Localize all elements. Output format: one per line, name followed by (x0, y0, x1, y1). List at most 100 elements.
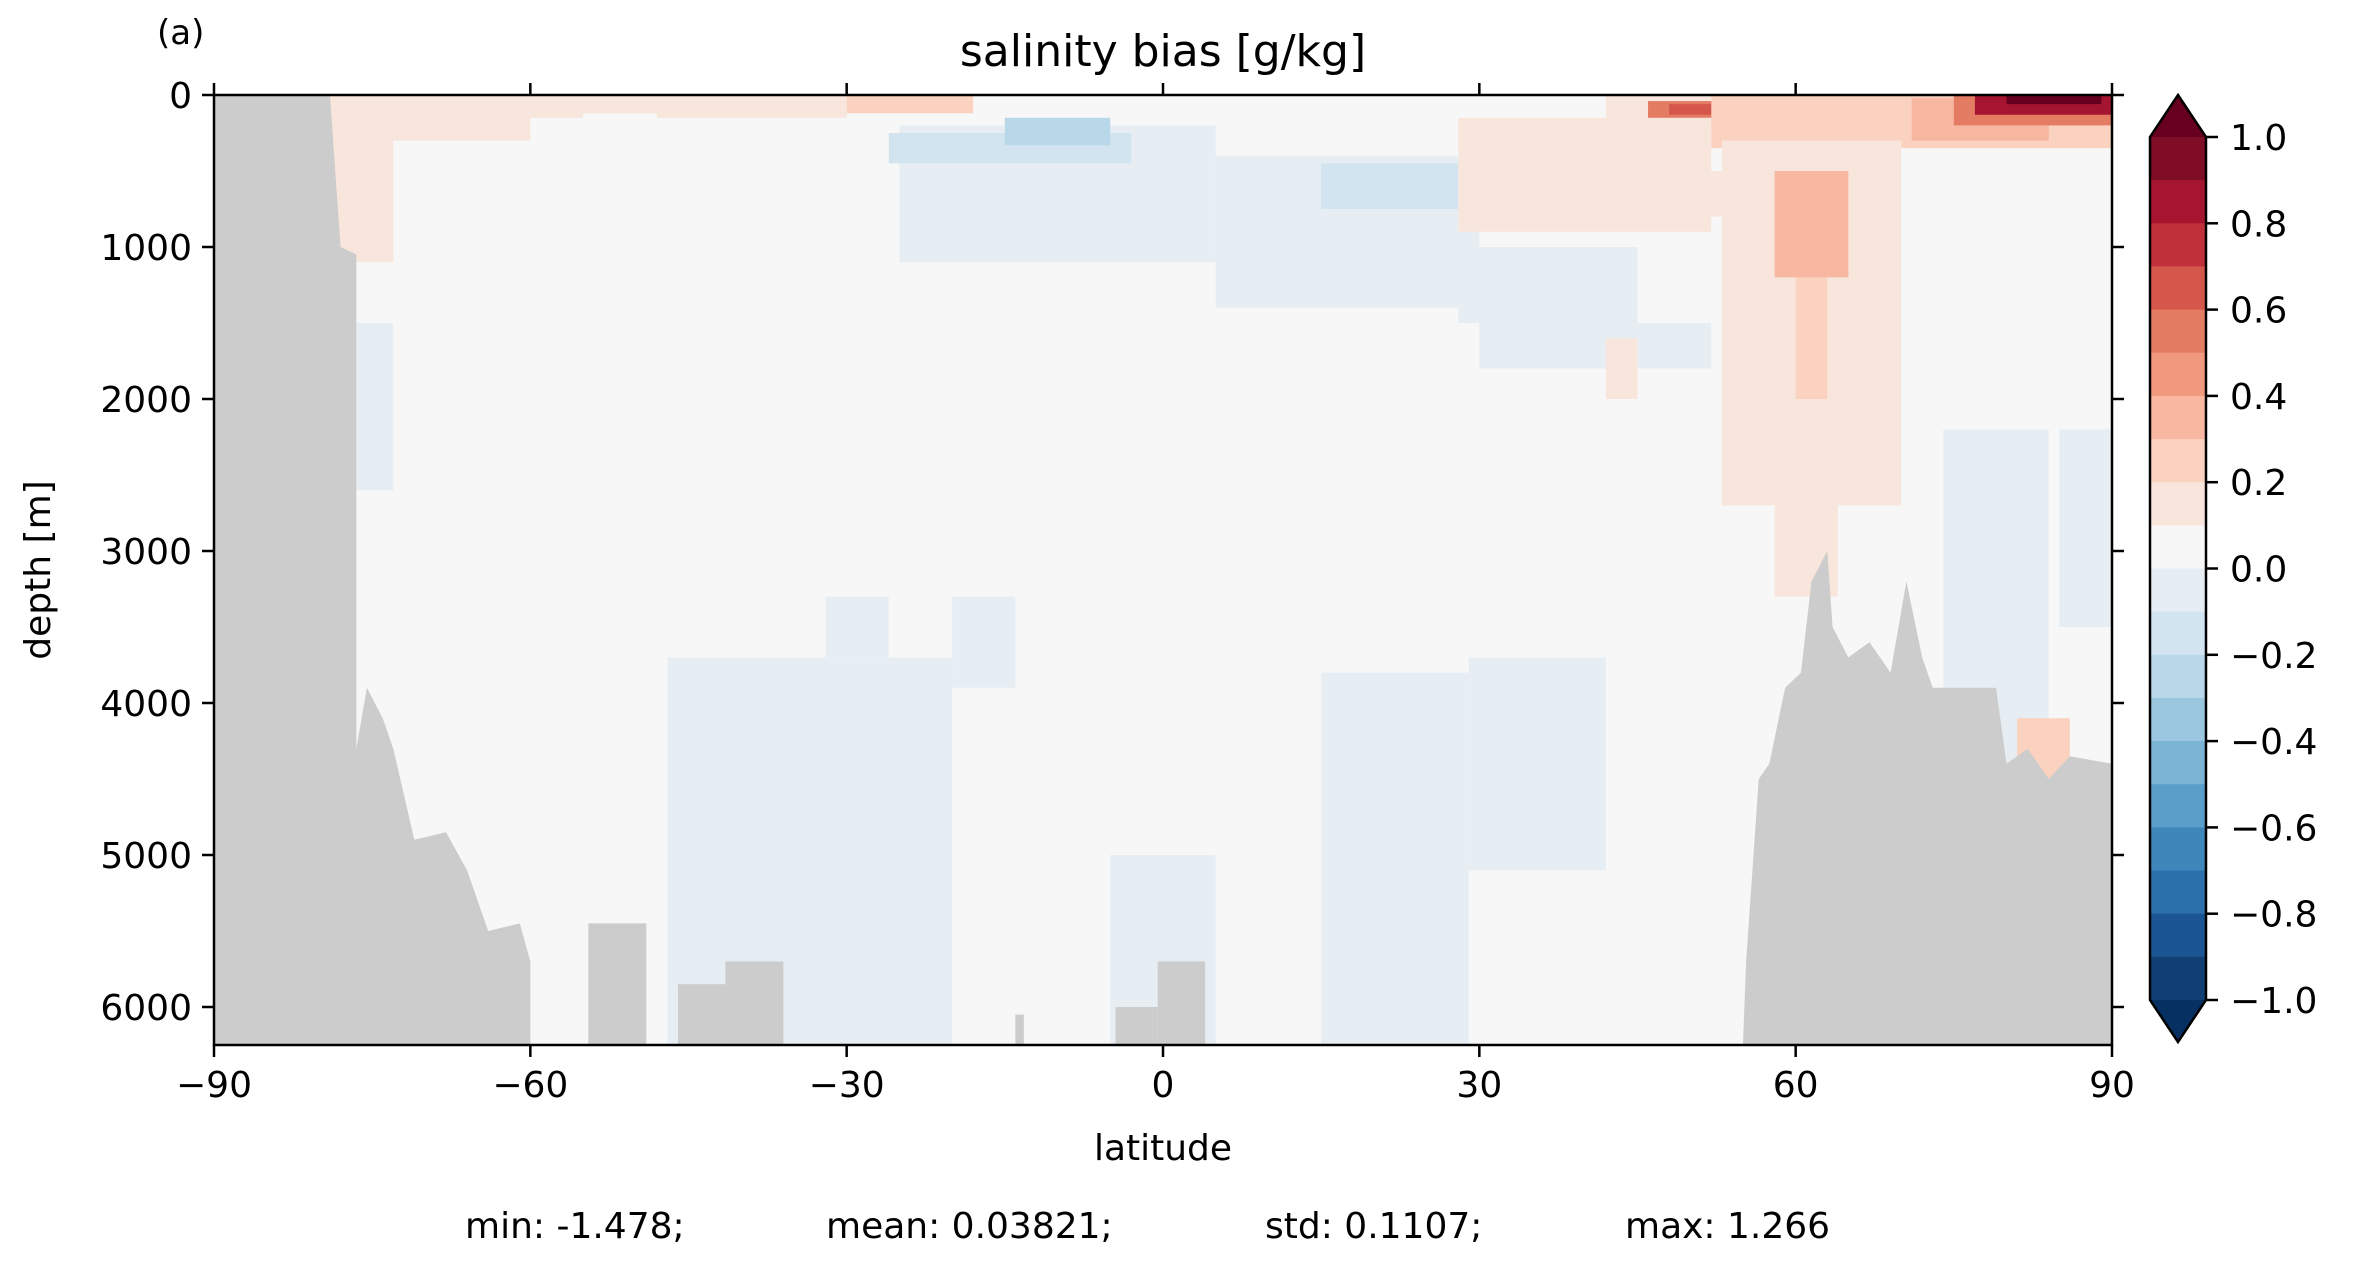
colorbar-tick-label: 0.0 (2230, 550, 2287, 591)
colorbar-tick-label: 0.4 (2230, 377, 2287, 418)
x-tick-label: 0 (1152, 1065, 1175, 1106)
stat-min: min: -1.478; (465, 1206, 685, 1247)
x-tick-label: 60 (1773, 1065, 1819, 1106)
colorbar-tick-label: 0.2 (2230, 463, 2287, 504)
colorbar: 1.0 0.8 0.6 0.4 0.2 0.0 −0.2 −0.4 −0.6 −0.8 −1.0 (2148, 92, 2317, 1045)
colorbar-tick-label: −1.0 (2230, 981, 2317, 1022)
colorbar-level (2150, 913, 2206, 958)
land-block-3 (1015, 1014, 1024, 1045)
stat-label: std: (1265, 1206, 1333, 1247)
field-cell-4 (846, 95, 974, 114)
y-tick-label: 0 (169, 76, 192, 117)
field-cell-10 (1321, 163, 1459, 209)
stat-value: 0.03821; (940, 1206, 1112, 1247)
field-cell-17 (1321, 672, 1469, 1045)
x-axis-label: latitude (1094, 1128, 1232, 1169)
field-cell-15 (952, 596, 1016, 688)
field-cell-35 (1690, 171, 1722, 217)
field-cell-29 (1795, 277, 1828, 399)
land-block-5 (1157, 961, 1206, 1045)
stat-label: mean: (826, 1206, 940, 1247)
land-block-0 (588, 923, 647, 1045)
field-cell-5 (583, 113, 657, 164)
stat-max: max: 1.266 (1625, 1206, 1830, 1247)
stat-value: 1.266 (1716, 1206, 1831, 1247)
x-tick-label: 90 (2089, 1065, 2135, 1106)
colorbar-level (2150, 309, 2206, 354)
field-cell-33 (2006, 95, 2102, 105)
y-tick-label: 4000 (100, 684, 192, 725)
land-block-2 (725, 961, 784, 1045)
colorbar-extend-over (2150, 95, 2206, 137)
land-block-4 (1115, 1007, 1158, 1045)
stats-line: min: -1.478; mean: 0.03821; std: 0.1107; ma… (465, 1206, 1830, 1247)
chart-title: salinity bias [g/kg] (960, 26, 1366, 77)
y-tick-label: 2000 (100, 380, 192, 421)
field-cell-20 (2059, 429, 2112, 627)
colorbar-level (2150, 525, 2206, 570)
stat-value: -1.478; (545, 1206, 685, 1247)
colorbar-level (2150, 870, 2206, 915)
field-cell-34 (1605, 338, 1638, 399)
colorbar-level (2150, 482, 2206, 526)
y-tick-label: 6000 (100, 988, 192, 1029)
colorbar-level (2150, 697, 2206, 742)
x-axis: −90 −60 −30 0 30 60 90 (176, 83, 2135, 1106)
y-axis-label: depth [m] (18, 480, 59, 659)
field-cell-28 (1774, 171, 1849, 278)
colorbar-level (2150, 395, 2206, 440)
land-arctic-ridge (1742, 551, 2112, 1045)
stat-std: std: 0.1107; (1265, 1206, 1482, 1247)
x-tick-label: −30 (809, 1065, 885, 1106)
x-tick-label: −90 (176, 1065, 252, 1106)
land-antarctic (214, 95, 531, 1045)
colorbar-tick-label: 0.8 (2230, 204, 2287, 245)
colorbar-extend-under (2150, 1000, 2206, 1042)
colorbar-tick-label: 1.0 (2230, 118, 2287, 159)
colorbar-level (2150, 568, 2206, 613)
y-tick-label: 5000 (100, 836, 192, 877)
colorbar-level (2150, 266, 2206, 311)
colorbar-tick-label: 0.6 (2230, 291, 2287, 332)
colorbar-tick-label: −0.6 (2230, 808, 2317, 849)
field-cell-1 (351, 323, 394, 491)
colorbar-level (2150, 784, 2206, 828)
bathymetry-land (214, 95, 2112, 1045)
colorbar-level (2150, 827, 2206, 872)
colorbar-tick-label: −0.8 (2230, 895, 2317, 936)
panel-label: (a) (157, 13, 204, 53)
field-cell-21 (1458, 117, 1712, 232)
x-tick-label: −60 (492, 1065, 568, 1106)
field-cell-18 (1468, 657, 1606, 871)
colorbar-level (2150, 352, 2206, 397)
stat-mean: mean: 0.03821; (826, 1206, 1113, 1247)
field-cell-13 (667, 657, 953, 1045)
field-cell-0 (329, 95, 394, 263)
field-cell-12 (1479, 323, 1712, 369)
field-cell-11 (1458, 247, 1638, 323)
colorbar-level (2150, 611, 2206, 656)
colorbar-level (2150, 956, 2206, 1001)
colorbar-level (2150, 137, 2206, 181)
y-tick-label: 3000 (100, 532, 192, 573)
colorbar-level (2150, 180, 2206, 224)
stat-value: 0.1107; (1333, 1206, 1483, 1247)
colorbar-tick-label: −0.2 (2230, 636, 2317, 677)
colorbar-level (2150, 741, 2206, 785)
field-cell-24 (1669, 104, 1712, 115)
salinity-field (329, 95, 2112, 1045)
colorbar-tick-label: −0.4 (2230, 722, 2317, 763)
stat-label: min: (465, 1206, 545, 1247)
y-axis: 0 1000 2000 3000 4000 5000 6000 (100, 76, 2124, 1029)
x-tick-label: 30 (1456, 1065, 1502, 1106)
colorbar-level (2150, 654, 2206, 699)
field-cell-3 (530, 95, 847, 118)
land-block-1 (677, 984, 726, 1045)
field-cell-8 (1004, 117, 1111, 146)
y-tick-label: 1000 (100, 228, 192, 269)
field-cell-2 (393, 95, 531, 141)
colorbar-level (2150, 439, 2206, 483)
colorbar-level (2150, 223, 2206, 268)
field-cell-14 (825, 596, 889, 658)
